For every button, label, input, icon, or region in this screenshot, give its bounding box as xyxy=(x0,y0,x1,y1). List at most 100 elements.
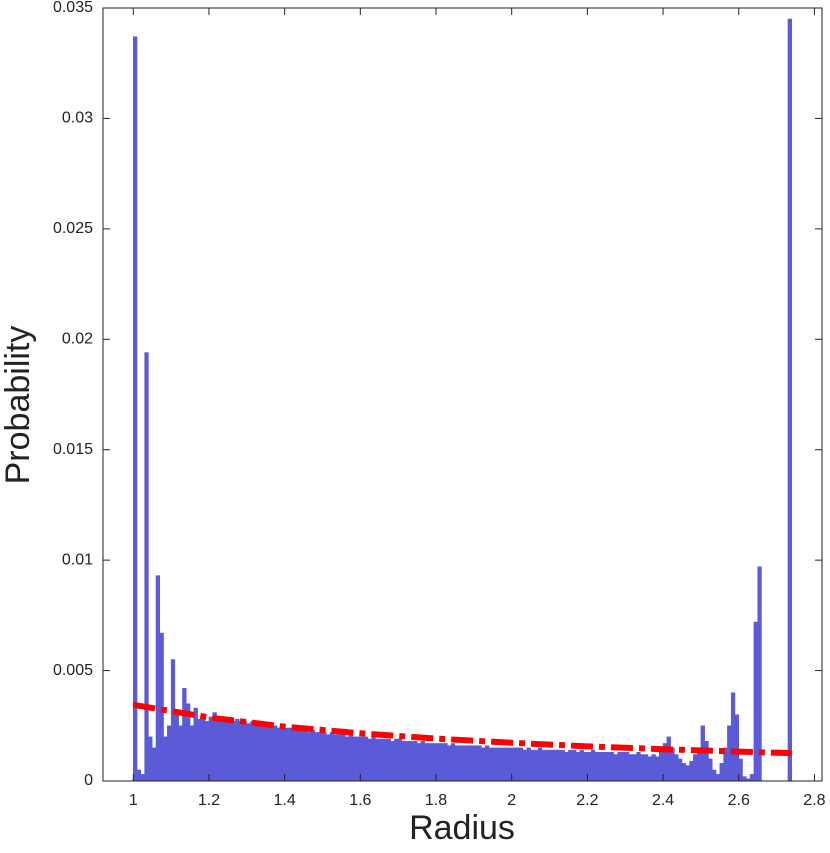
bar xyxy=(712,769,717,782)
bar xyxy=(583,752,588,782)
bar xyxy=(609,752,615,782)
bar xyxy=(439,743,444,782)
bar xyxy=(276,727,282,782)
bar xyxy=(496,747,501,782)
bar xyxy=(344,736,350,782)
bar xyxy=(643,754,649,782)
bar xyxy=(178,725,183,782)
bar xyxy=(155,575,161,782)
bar xyxy=(503,747,509,782)
bar xyxy=(136,769,142,782)
bar xyxy=(636,752,641,782)
bar xyxy=(314,732,319,782)
bar xyxy=(318,732,323,782)
bar xyxy=(598,752,603,782)
bar xyxy=(571,749,577,782)
bar xyxy=(500,747,505,782)
bar xyxy=(329,732,335,782)
bar xyxy=(693,754,698,782)
y-axis-label: Probability xyxy=(0,326,37,485)
bar xyxy=(757,566,762,782)
x-tick-label: 2 xyxy=(507,792,516,809)
bar xyxy=(621,752,626,782)
bar xyxy=(413,740,418,782)
bar xyxy=(337,734,342,782)
bar xyxy=(416,743,422,782)
bar xyxy=(167,725,172,782)
bar xyxy=(462,745,467,782)
bar xyxy=(545,749,550,782)
x-tick-label: 1.4 xyxy=(274,792,296,809)
bar xyxy=(182,687,187,782)
bar xyxy=(488,747,494,782)
bar xyxy=(204,721,210,782)
x-tick-label: 2.8 xyxy=(803,792,825,809)
bar xyxy=(742,776,747,782)
bar xyxy=(208,716,213,782)
bar xyxy=(681,763,687,782)
bar xyxy=(549,749,554,782)
bar xyxy=(530,749,535,782)
bar xyxy=(144,352,149,782)
bar xyxy=(140,774,145,782)
bar xyxy=(197,718,202,782)
bar xyxy=(405,740,410,782)
y-tick-label: 0.015 xyxy=(53,441,93,458)
bar xyxy=(719,763,724,782)
bar xyxy=(250,721,255,782)
plot-frame xyxy=(102,7,823,782)
bar xyxy=(333,734,338,782)
bar xyxy=(670,747,675,782)
bar xyxy=(428,743,433,782)
y-tick-label: 0.035 xyxy=(53,0,93,16)
bar xyxy=(397,738,403,782)
bar xyxy=(738,758,743,782)
bar xyxy=(564,752,569,782)
bar xyxy=(367,738,372,782)
bar xyxy=(193,707,198,782)
y-tick-label: 0.025 xyxy=(53,220,93,237)
bar xyxy=(299,729,304,782)
bar xyxy=(326,734,331,782)
bar xyxy=(238,721,244,782)
bar xyxy=(492,747,497,782)
bar xyxy=(322,732,327,782)
y-tick-label: 0.005 xyxy=(53,662,93,679)
bar xyxy=(534,749,539,782)
bar xyxy=(273,725,278,782)
bar xyxy=(655,756,660,782)
bar xyxy=(481,747,486,782)
bar xyxy=(189,725,195,782)
bar xyxy=(269,725,274,782)
bar xyxy=(624,752,630,782)
bar xyxy=(431,743,437,782)
bar xyxy=(223,718,229,782)
bar xyxy=(133,36,138,782)
bar xyxy=(594,752,599,782)
bar xyxy=(519,747,524,782)
bar xyxy=(450,743,456,782)
bar xyxy=(284,727,289,782)
bar xyxy=(541,749,547,782)
bar xyxy=(473,745,478,782)
bar xyxy=(469,745,475,782)
bar xyxy=(727,725,732,782)
bar xyxy=(310,729,316,782)
bar xyxy=(220,716,225,782)
bar xyxy=(666,736,671,782)
bar xyxy=(606,752,611,782)
y-tick-label: 0.01 xyxy=(62,551,93,568)
x-axis-label: Radius xyxy=(409,809,515,847)
bar xyxy=(280,725,285,782)
bar xyxy=(356,736,361,782)
bar xyxy=(265,723,270,782)
bar xyxy=(659,749,664,782)
bar xyxy=(537,747,543,782)
bar xyxy=(458,745,463,782)
bar xyxy=(674,754,679,782)
bar xyxy=(386,738,391,782)
bar xyxy=(212,712,217,782)
bar xyxy=(466,745,471,782)
bar xyxy=(689,760,694,782)
